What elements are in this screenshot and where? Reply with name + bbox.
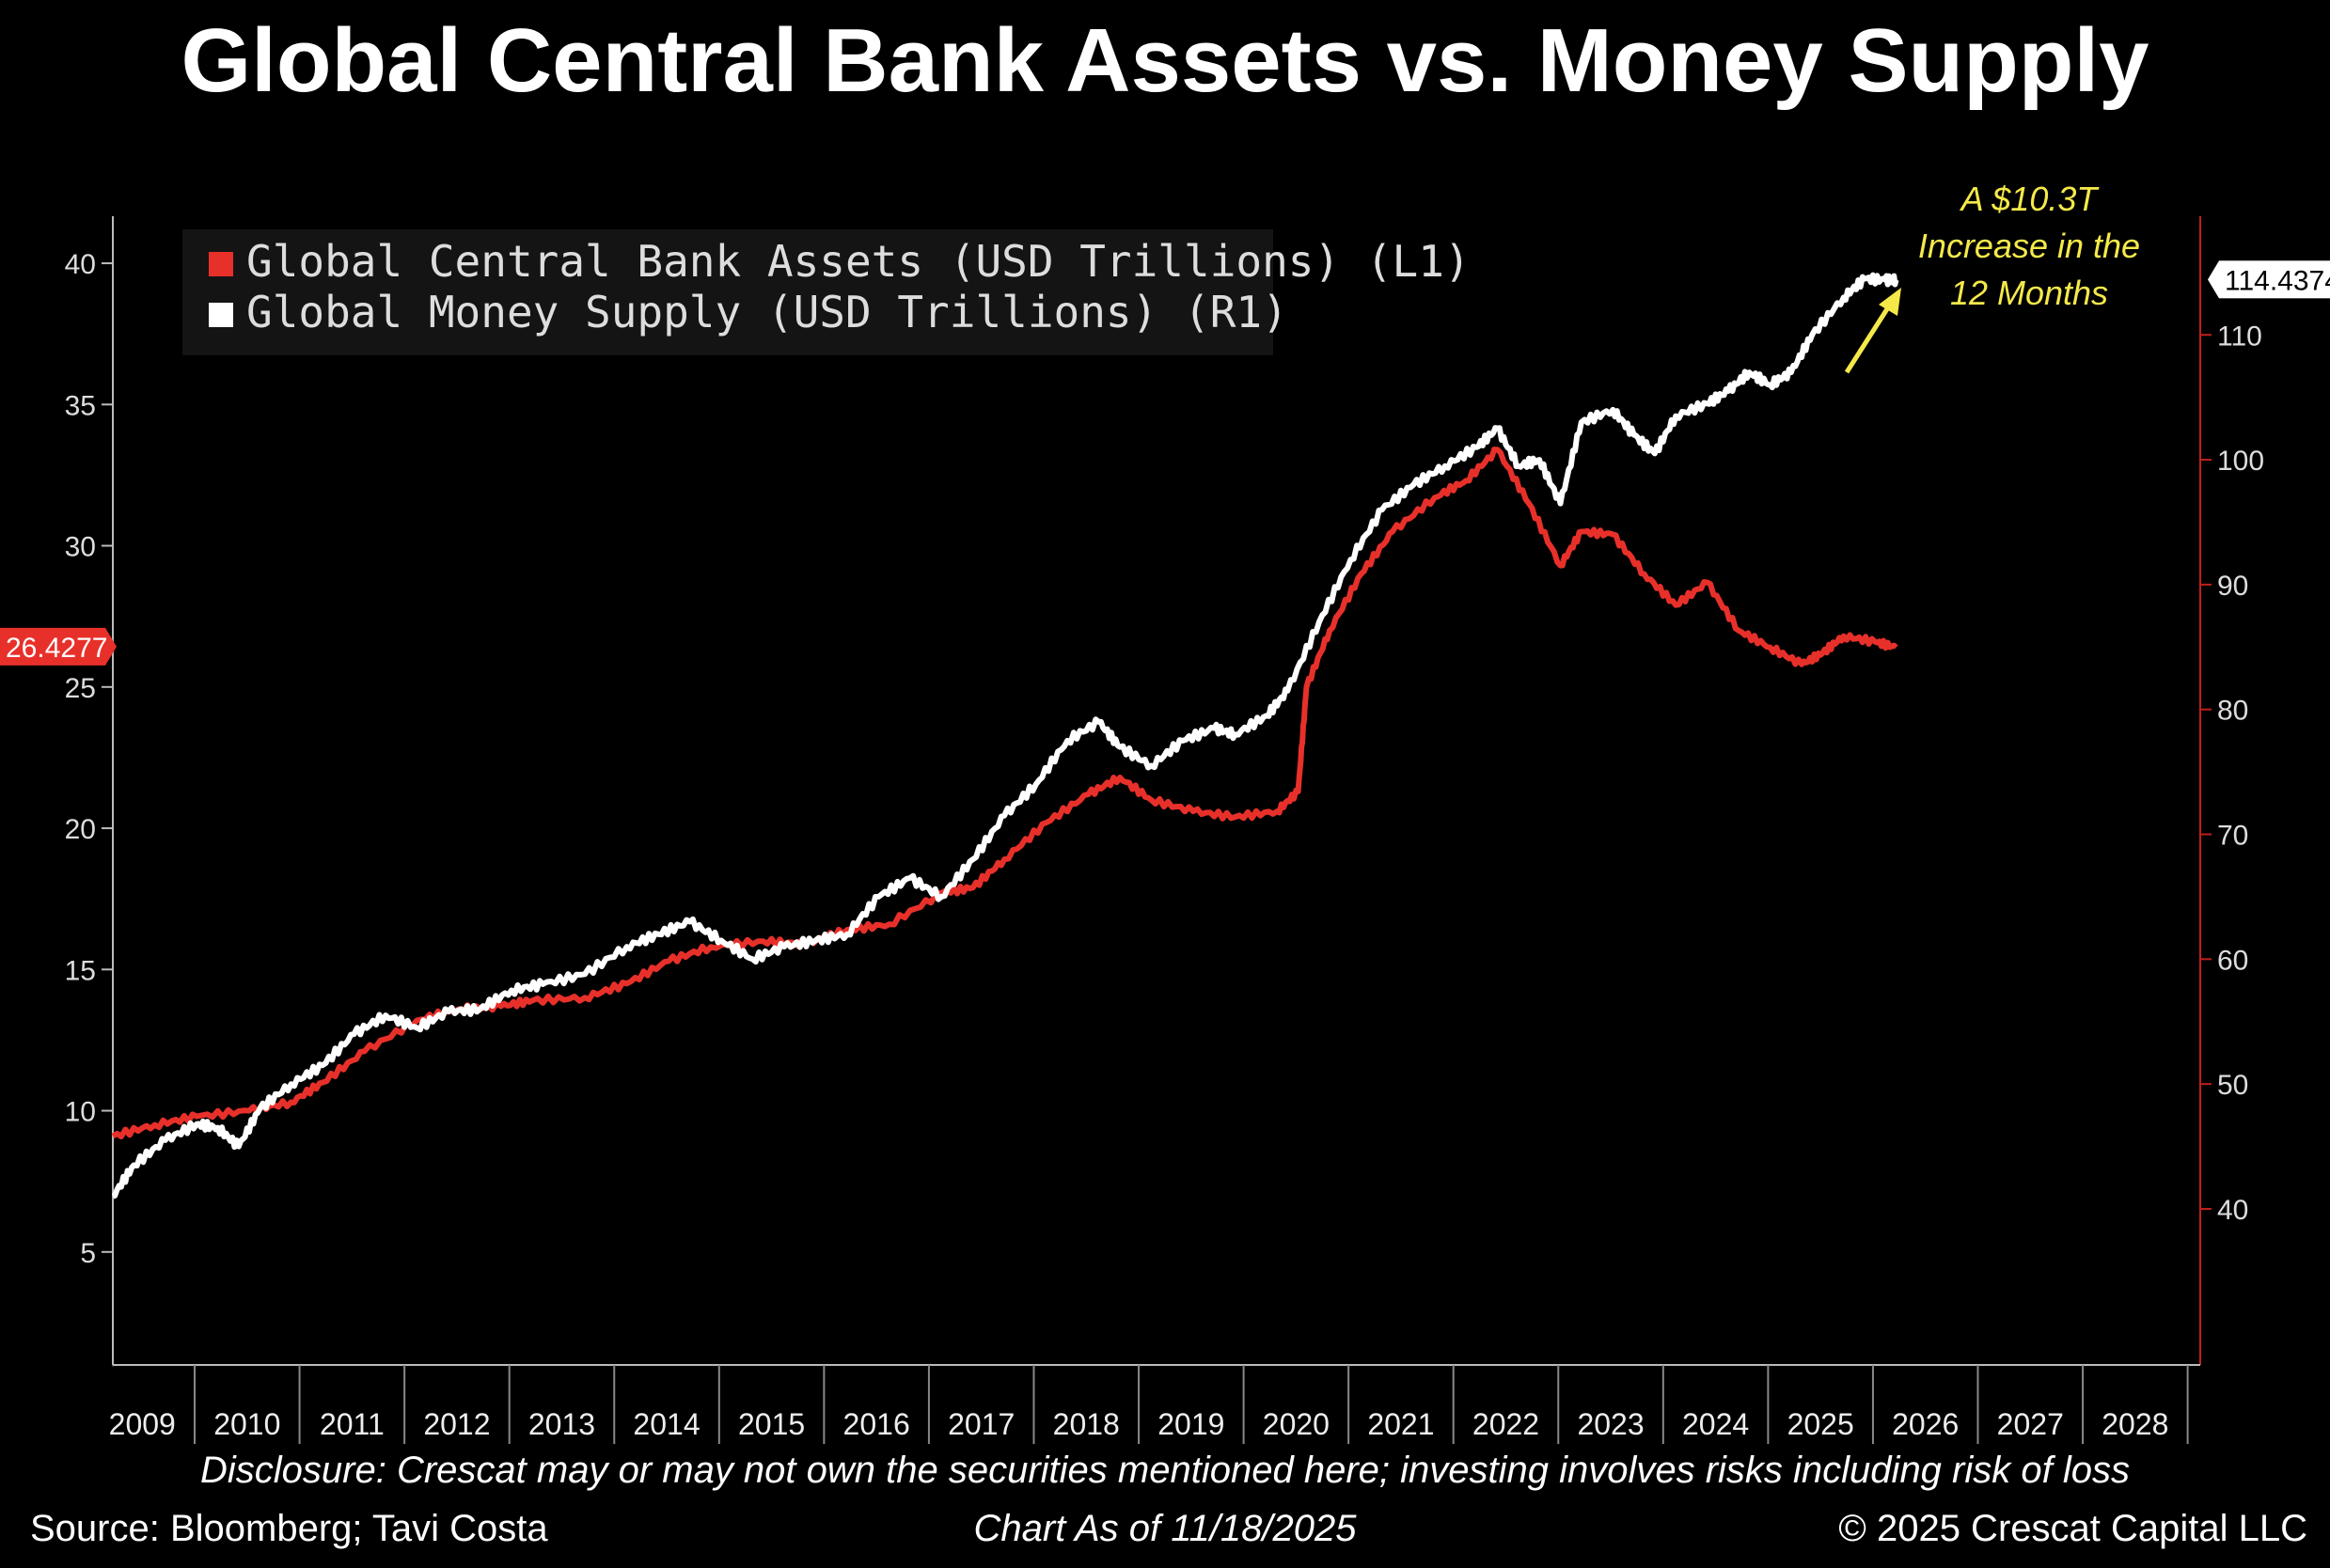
annotation-text: 12 Months bbox=[1950, 274, 2108, 312]
left-tick-label: 20 bbox=[65, 814, 96, 845]
x-tick-label: 2017 bbox=[948, 1407, 1015, 1441]
x-tick-label: 2013 bbox=[528, 1407, 595, 1441]
right-value-badge-arrow bbox=[2208, 260, 2219, 299]
x-tick-label: 2024 bbox=[1682, 1407, 1749, 1441]
legend-label: Global Money Supply (USD Trillions) (R1) bbox=[246, 287, 1288, 337]
x-tick-label: 2014 bbox=[633, 1407, 700, 1441]
annotation-arrow-head bbox=[1879, 288, 1901, 316]
right-tick-label: 90 bbox=[2217, 571, 2248, 602]
x-tick-label: 2025 bbox=[1787, 1407, 1854, 1441]
left-tick-label: 30 bbox=[65, 532, 96, 563]
central-bank-assets-line bbox=[111, 447, 1898, 1139]
left-value-badge-arrow bbox=[105, 627, 117, 666]
legend-box bbox=[182, 229, 1273, 355]
annotation-text: A $10.3T bbox=[1960, 180, 2101, 218]
legend: Global Central Bank Assets (USD Trillion… bbox=[182, 229, 1471, 355]
x-tick-label: 2021 bbox=[1367, 1407, 1434, 1441]
legend-label: Global Central Bank Assets (USD Trillion… bbox=[246, 236, 1471, 287]
x-tick-label: 2020 bbox=[1263, 1407, 1330, 1441]
x-tick-label: 2011 bbox=[320, 1407, 385, 1441]
legend-swatch bbox=[209, 303, 233, 327]
source-text: Source: Bloomberg; Tavi Costa bbox=[30, 1508, 548, 1549]
x-tick-label: 2018 bbox=[1053, 1407, 1120, 1441]
annotation-arrow-shaft bbox=[1844, 303, 1893, 374]
x-tick-label: 2010 bbox=[213, 1407, 280, 1441]
left-tick-label: 35 bbox=[65, 390, 96, 421]
money-supply-line bbox=[111, 272, 1899, 1200]
right-value-label: 114.4374 bbox=[2225, 265, 2330, 296]
left-tick-label: 25 bbox=[65, 673, 96, 704]
series-lines bbox=[111, 272, 1899, 1200]
x-tick-label: 2027 bbox=[1997, 1407, 2064, 1441]
left-tick-label: 10 bbox=[65, 1097, 96, 1128]
x-tick-label: 2026 bbox=[1892, 1407, 1959, 1441]
right-tick-label: 60 bbox=[2217, 945, 2248, 976]
copyright-text: © 2025 Crescat Capital LLC bbox=[1838, 1508, 2307, 1549]
left-tick-label: 40 bbox=[65, 249, 96, 280]
right-tick-label: 110 bbox=[2217, 321, 2262, 352]
last-value-labels: 26.4277 114.4374 bbox=[0, 260, 2330, 666]
x-tick-label: 2015 bbox=[738, 1407, 805, 1441]
left-tick-label: 15 bbox=[65, 955, 96, 986]
x-tick-label: 2028 bbox=[2102, 1407, 2168, 1441]
annotation: A $10.3T Increase in the 12 Months bbox=[1844, 180, 2140, 374]
right-tick-label: 80 bbox=[2217, 696, 2248, 727]
x-tick-label: 2022 bbox=[1472, 1407, 1539, 1441]
right-tick-label: 50 bbox=[2217, 1070, 2248, 1101]
left-value-badge bbox=[0, 627, 105, 666]
right-tick-label: 40 bbox=[2217, 1195, 2248, 1226]
x-tick-label: 2023 bbox=[1577, 1407, 1644, 1441]
x-tick-label: 2009 bbox=[109, 1407, 176, 1441]
disclosure-text: Disclosure: Crescat may or may not own t… bbox=[200, 1450, 2130, 1491]
right-tick-label: 100 bbox=[2217, 446, 2264, 477]
right-value-badge bbox=[2219, 260, 2330, 299]
legend-swatch bbox=[209, 252, 233, 276]
left-tick-label: 5 bbox=[80, 1238, 96, 1269]
annotation-text: Increase in the bbox=[1918, 227, 2140, 265]
x-tick-label: 2019 bbox=[1157, 1407, 1224, 1441]
x-tick-label: 2012 bbox=[423, 1407, 490, 1441]
chart-title: Global Central Bank Assets vs. Money Sup… bbox=[181, 10, 2149, 111]
left-value-label: 26.4277 bbox=[6, 633, 107, 664]
right-tick-label: 70 bbox=[2217, 821, 2248, 852]
as-of-date: Chart As of 11/18/2025 bbox=[973, 1508, 1357, 1549]
x-tick-label: 2016 bbox=[843, 1407, 910, 1441]
